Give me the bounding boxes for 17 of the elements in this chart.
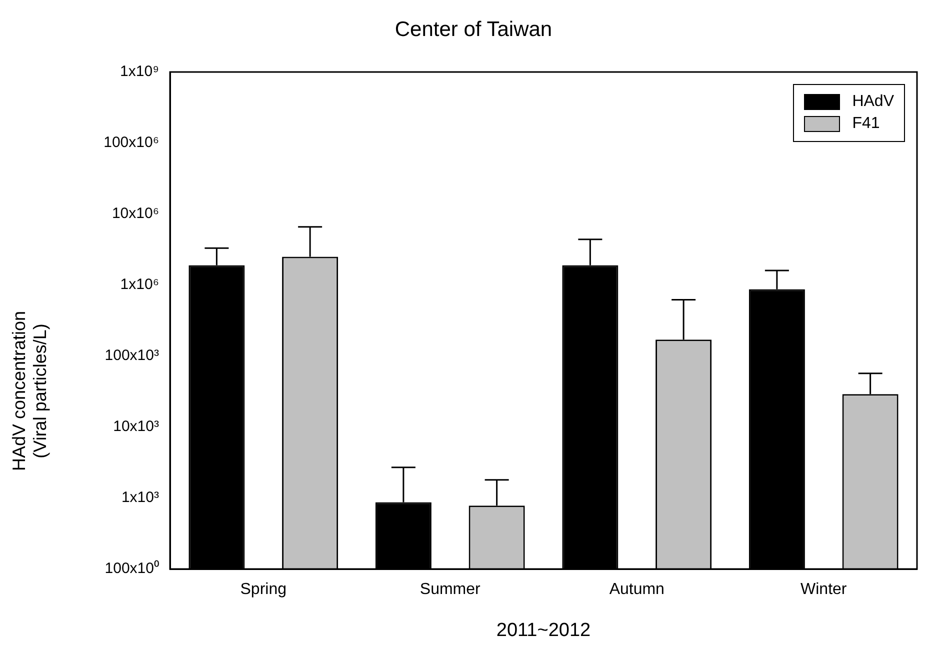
y-tick-label: 10x10³ — [113, 418, 159, 436]
y-axis-title: HAdV concentration (Viral particles/L) — [9, 310, 51, 474]
legend-label: HAdV — [852, 93, 894, 111]
y-tick-label: 1x10⁹ — [120, 63, 159, 80]
y-tick-label: 100x10³ — [104, 347, 159, 364]
x-tick-label: Winter — [800, 581, 848, 598]
legend-label: F41 — [852, 115, 880, 133]
x-axis-title: 2011~2012 — [495, 620, 592, 642]
y-tick-label: 100x10⁶ — [104, 134, 159, 152]
x-tick-label: Autumn — [609, 581, 664, 598]
chart-title: Center of Taiwan — [394, 18, 554, 42]
y-tick-label: 100x10⁰ — [104, 560, 159, 578]
x-tick-label: Summer — [420, 581, 482, 598]
y-tick-label: 10x10⁶ — [112, 205, 159, 222]
x-tick-label: Spring — [240, 581, 286, 598]
y-tick-label: 1x10⁶ — [120, 276, 159, 294]
y-tick-label: 1x10³ — [121, 489, 159, 506]
